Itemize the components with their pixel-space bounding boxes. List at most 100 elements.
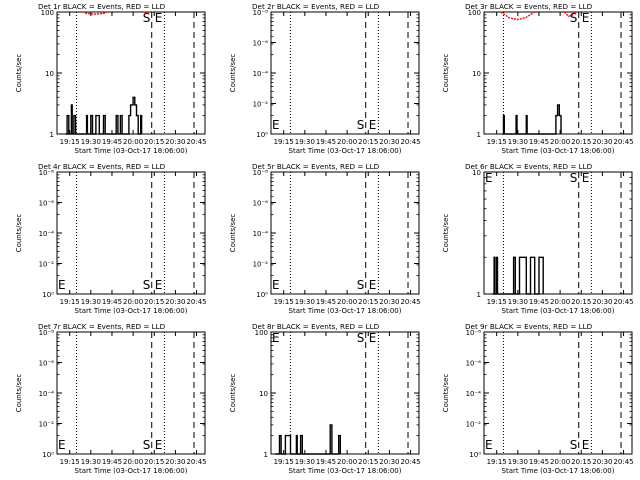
y-tick-label: 10⁻⁴ [39, 230, 55, 238]
panel-det-1: Det 1r BLACK = Events, RED = LLD 1 10 100 Co… [15, 2, 207, 155]
x-tick-label: 20:45 [186, 138, 206, 146]
y-tick-label: 10⁻⁶ [253, 40, 269, 48]
x-tick-label: 20:30 [592, 458, 612, 466]
label-s: S [357, 278, 365, 292]
y-tick-label: 10⁻⁶ [466, 360, 482, 368]
y-axis-label: Counts/sec [229, 54, 237, 93]
y-tick-label: 10⁻⁸ [39, 329, 55, 337]
y-tick-label: 10⁰ [469, 451, 481, 459]
x-tick-label: 19:30 [295, 298, 315, 306]
x-axis-label: Start Time (03-Oct-17 18:06:00) [502, 467, 615, 475]
y-tick-label: 10⁻² [253, 101, 269, 109]
events-series-line [502, 104, 562, 135]
y-tick-label: 100 [255, 329, 268, 337]
panel-title: Det 9r BLACK = Events, RED = LLD [465, 322, 593, 331]
x-tick-label: 20:00 [337, 458, 357, 466]
panel-det-8: Det 8r BLACK = Events, RED = LLD 1 10 100 Co… [229, 322, 421, 475]
x-tick-label: 20:00 [550, 298, 570, 306]
y-tick-label: 100 [468, 9, 481, 17]
panel-title: Det 6r BLACK = Events, RED = LLD [465, 162, 593, 171]
x-tick-label: 19:45 [102, 138, 122, 146]
x-tick-label: 19:30 [81, 458, 101, 466]
y-axis-label: Counts/sec [229, 214, 237, 253]
events-series-line [275, 424, 341, 455]
x-axis-label: Start Time (03-Oct-17 18:06:00) [75, 307, 188, 315]
y-axis-label: Counts/sec [15, 54, 23, 93]
y-tick-label: 10 [259, 390, 268, 398]
y-tick-label: 10⁰ [256, 291, 268, 299]
label-e-left: E [272, 118, 280, 132]
label-e: E [369, 118, 377, 132]
y-tick-label: 10⁻² [466, 421, 482, 429]
x-axis-label: Start Time (03-Oct-17 18:06:00) [289, 307, 402, 315]
label-s: S [357, 331, 365, 345]
label-e-left: E [58, 278, 66, 292]
label-s: S [570, 11, 578, 25]
plot-frame [483, 171, 633, 295]
x-tick-label: 20:15 [358, 138, 378, 146]
y-tick-label: 10⁰ [256, 131, 268, 139]
label-e: E [369, 331, 377, 345]
label-e: E [155, 278, 163, 292]
label-e: E [155, 11, 163, 25]
label-e-left: E [58, 438, 66, 452]
x-axis-label: Start Time (03-Oct-17 18:06:00) [75, 147, 188, 155]
x-tick-label: 20:30 [379, 138, 399, 146]
y-tick-label: 10⁻⁶ [39, 200, 55, 208]
x-axis-label: Start Time (03-Oct-17 18:06:00) [502, 147, 615, 155]
x-tick-label: 20:15 [144, 138, 164, 146]
x-tick-label: 20:45 [186, 458, 206, 466]
x-tick-label: 20:00 [337, 298, 357, 306]
x-tick-label: 19:15 [487, 138, 507, 146]
x-tick-label: 20:30 [379, 298, 399, 306]
x-tick-label: 20:00 [337, 138, 357, 146]
y-tick-label: 10 [45, 70, 54, 78]
x-tick-label: 19:30 [295, 138, 315, 146]
y-tick-label: 10⁻² [39, 421, 55, 429]
y-tick-label: 10⁻⁸ [253, 9, 269, 17]
panel-det-7: Det 7r BLACK = Events, RED = LLD 10⁰ 10⁻² 1… [15, 322, 207, 475]
label-s: S [143, 11, 151, 25]
panel-title: Det 8r BLACK = Events, RED = LLD [252, 322, 380, 331]
x-tick-label: 19:15 [274, 298, 294, 306]
x-tick-label: 19:15 [274, 458, 294, 466]
y-tick-label: 10⁻⁴ [39, 390, 55, 398]
x-tick-label: 19:45 [529, 458, 549, 466]
y-tick-label: 100 [41, 9, 54, 17]
label-s: S [143, 278, 151, 292]
plot-frame [270, 171, 420, 295]
y-axis-label: Counts/sec [229, 374, 237, 413]
label-e-left: E [485, 171, 493, 185]
x-tick-label: 20:00 [123, 138, 143, 146]
x-tick-label: 20:30 [165, 138, 185, 146]
y-tick-label: 1 [50, 131, 54, 139]
x-tick-label: 20:15 [571, 138, 591, 146]
x-tick-label: 19:45 [529, 298, 549, 306]
x-tick-label: 20:30 [165, 458, 185, 466]
x-tick-label: 20:45 [400, 458, 420, 466]
y-tick-label: 10⁻⁴ [253, 70, 269, 78]
x-axis-label: Start Time (03-Oct-17 18:06:00) [75, 467, 188, 475]
label-s: S [570, 438, 578, 452]
lld-series-line [563, 11, 576, 18]
label-e: E [369, 278, 377, 292]
label-s: S [570, 171, 578, 185]
y-tick-label: 10⁻⁴ [253, 230, 269, 238]
lld-series-line [82, 11, 108, 15]
y-tick-label: 10⁰ [42, 291, 54, 299]
panel-det-9: Det 9r BLACK = Events, RED = LLD 10⁰ 10⁻² 1… [442, 322, 634, 475]
panel-title: Det 5r BLACK = Events, RED = LLD [252, 162, 380, 171]
panel-det-4: Det 4r BLACK = Events, RED = LLD 10⁰ 10⁻² 1… [15, 162, 207, 315]
x-tick-label: 19:30 [508, 458, 528, 466]
x-axis-label: Start Time (03-Oct-17 18:06:00) [502, 307, 615, 315]
events-series-line [65, 96, 143, 135]
y-axis-label: Counts/sec [442, 374, 450, 413]
x-tick-label: 20:00 [550, 138, 570, 146]
y-axis-label: Counts/sec [15, 214, 23, 253]
x-tick-label: 19:45 [529, 138, 549, 146]
x-tick-label: 20:45 [400, 138, 420, 146]
lld-series-line [143, 11, 149, 15]
lld-series-line [500, 11, 536, 21]
x-tick-label: 19:15 [60, 458, 80, 466]
